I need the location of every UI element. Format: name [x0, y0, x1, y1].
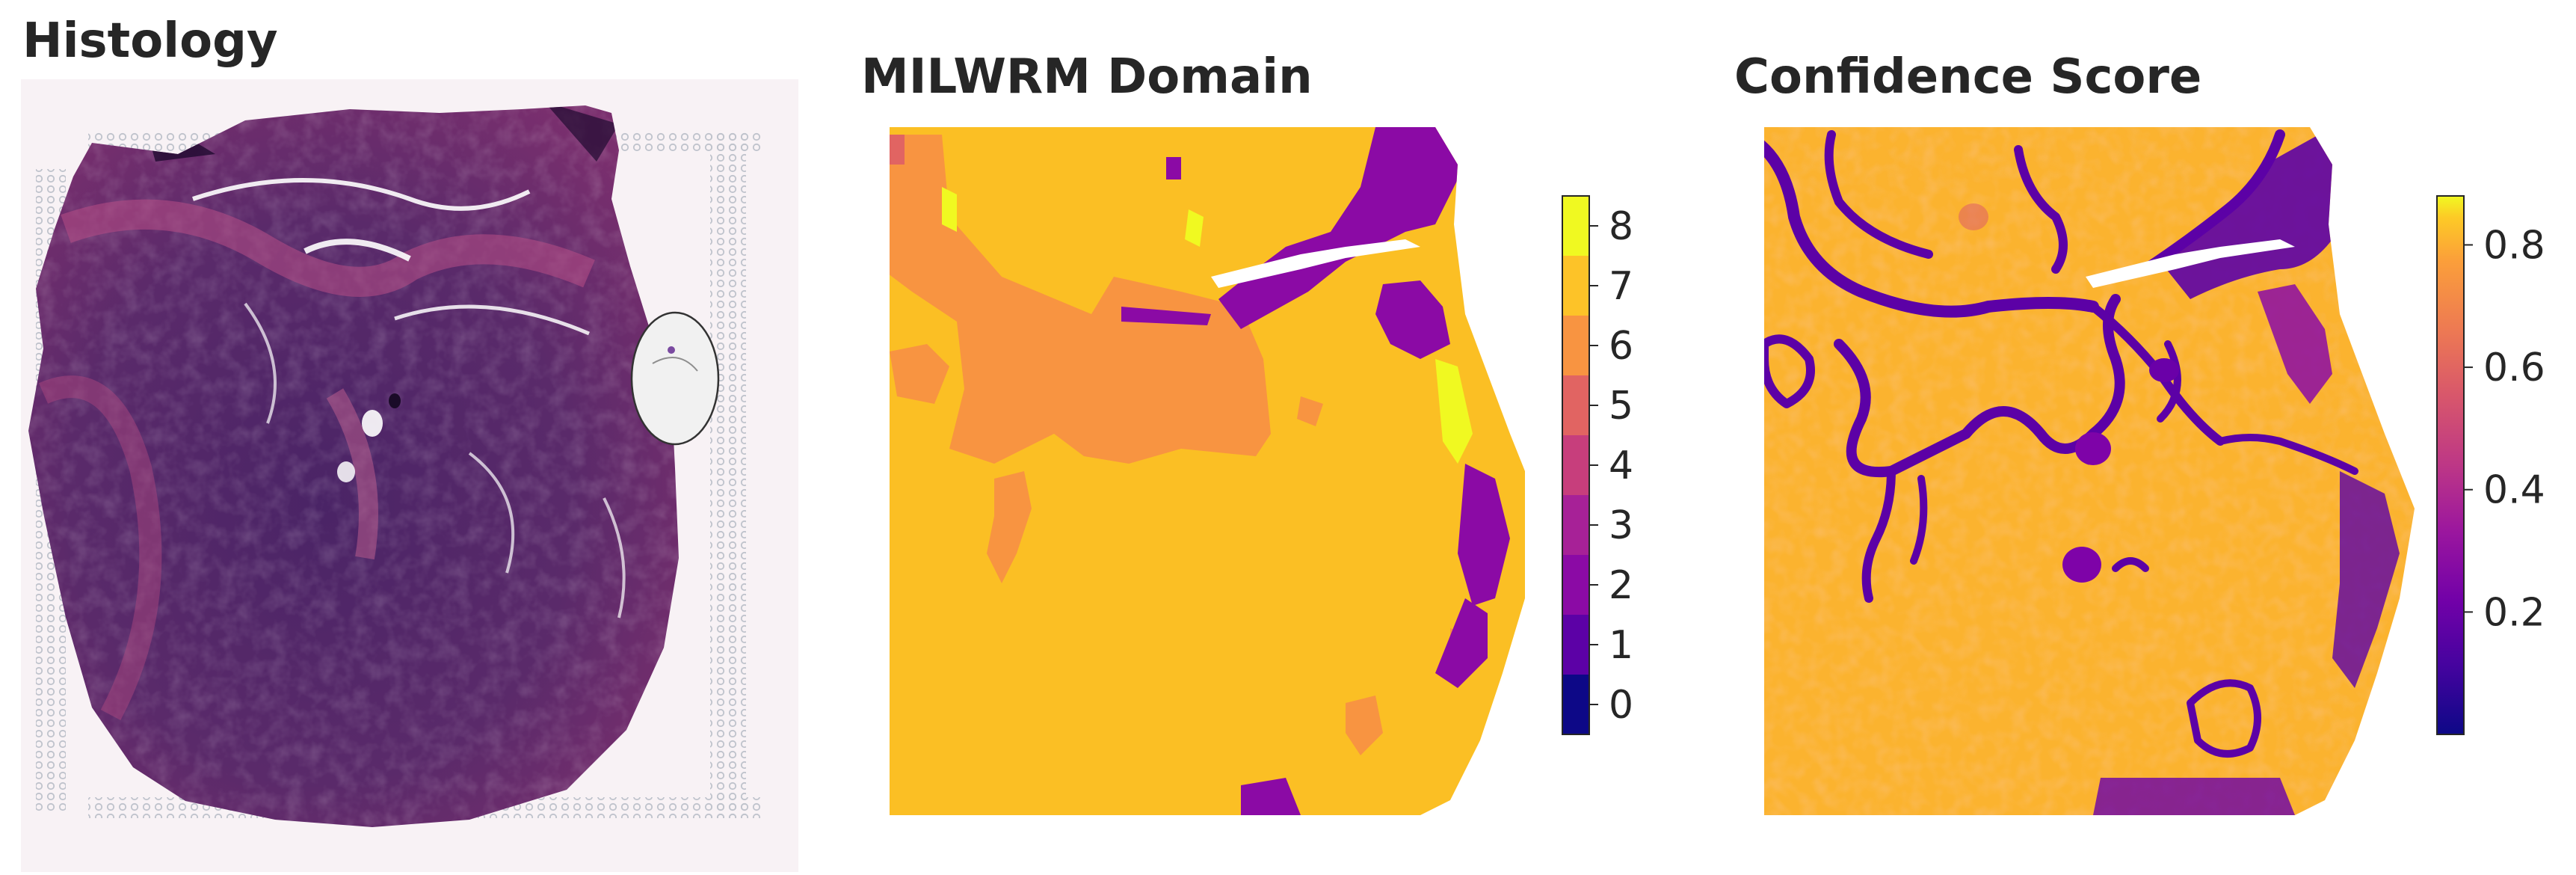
colorbar-bin-2	[1562, 555, 1589, 615]
domain-tick-label: 2	[1609, 563, 1633, 608]
colorbar-bin-7	[1562, 256, 1589, 316]
confidence-tick-label: 0.4	[2483, 468, 2545, 513]
milwrm-domain-title: MILWRM Domain	[861, 49, 1313, 105]
colorbar-gradient	[2437, 196, 2464, 734]
colorbar-bin-3	[1562, 495, 1589, 555]
milwrm-domain-panel: MILWRM Domain	[852, 0, 1712, 875]
colorbar-bin-8	[1562, 196, 1589, 256]
spot-frame-right	[710, 130, 746, 818]
domain-tick-label: 4	[1609, 443, 1633, 488]
confidence-score-title: Confidence Score	[1734, 49, 2201, 105]
confidence-score-colorbar: 0.2 0.4 0.6 0.8	[2429, 187, 2576, 770]
histology-panel: Histology	[0, 0, 792, 875]
confidence-score-panel: Confidence Score	[1727, 0, 2576, 875]
histology-image	[21, 79, 798, 872]
confidence-tick-label: 0.8	[2483, 223, 2545, 268]
colorbar-bin-5	[1562, 375, 1589, 435]
domain-tick-label: 8	[1609, 204, 1633, 249]
domain-tick-label: 6	[1609, 324, 1633, 369]
milwrm-domain-colorbar: 0 1 2 3 4 5 6 7 8	[1555, 187, 1704, 770]
domain-tick-label: 5	[1609, 384, 1633, 429]
confidence-score-map	[1742, 120, 2415, 823]
domain-8-region	[942, 187, 957, 232]
confidence-tick-label: 0.6	[2483, 346, 2545, 390]
confidence-tick-label: 0.2	[2483, 590, 2545, 635]
colorbar-bin-4	[1562, 435, 1589, 495]
colorbar-bin-6	[1562, 316, 1589, 375]
domain-tick-label: 1	[1609, 623, 1633, 668]
domain-tick-label: 0	[1609, 683, 1633, 728]
colorbar-bin-0	[1562, 675, 1589, 734]
milwrm-domain-map	[867, 120, 1525, 823]
domain-tick-label: 7	[1609, 264, 1633, 309]
colorbar-bin-1	[1562, 615, 1589, 675]
domain-tick-label: 3	[1609, 503, 1633, 548]
slide-oval-marker	[632, 313, 718, 444]
histology-title: Histology	[22, 13, 278, 69]
